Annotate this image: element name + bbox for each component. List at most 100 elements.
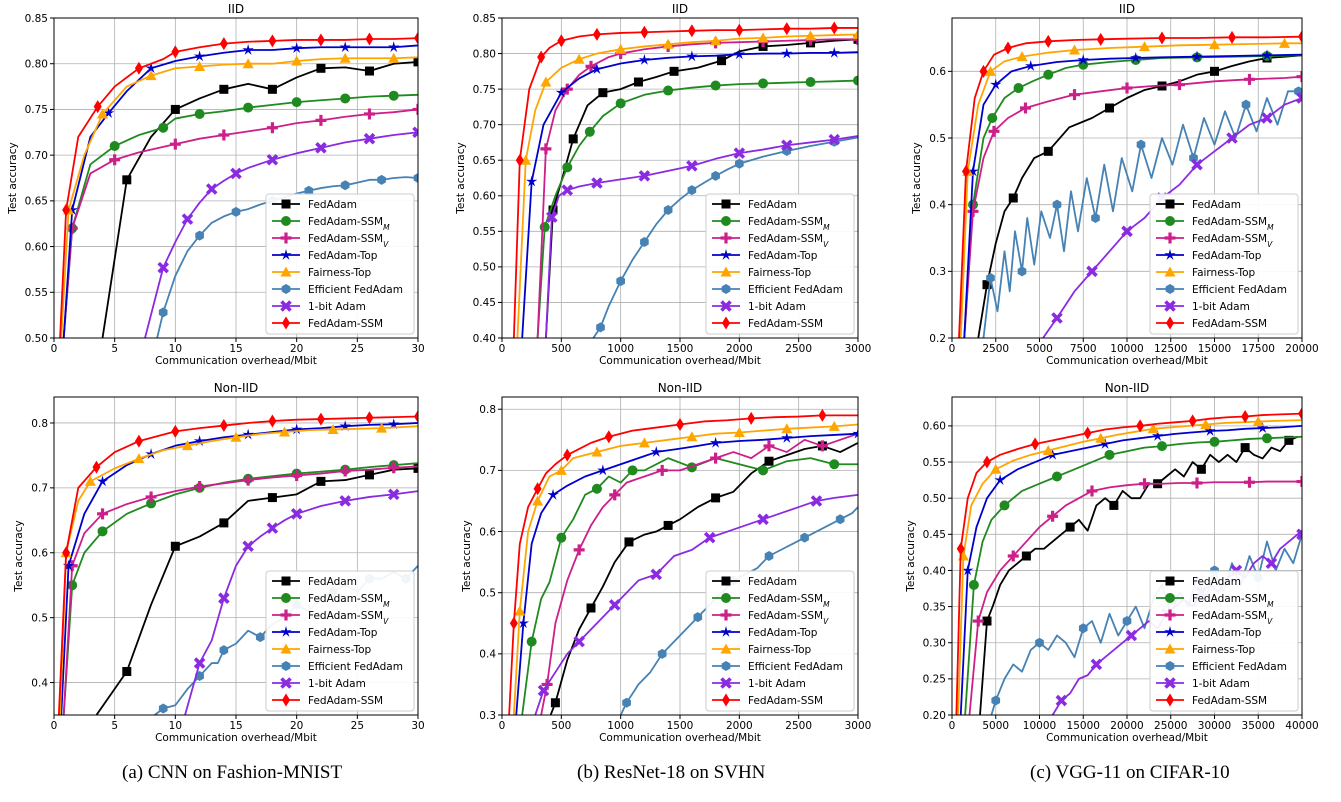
data-point-1-bit-adam: [290, 508, 303, 520]
data-point-fedadam-ssm-m: [340, 93, 351, 104]
legend-subscript: M: [1267, 222, 1274, 231]
x-tick-label: 10000: [1110, 343, 1143, 355]
legend-label: FedAdam-SSMV: [748, 610, 829, 626]
legend-box: [265, 193, 415, 335]
data-point-fedadam-ssm-v: [1069, 89, 1080, 101]
y-tick-label: 0.50: [923, 493, 946, 505]
series-line-fedadam-ssm-v: [963, 75, 1302, 338]
plot-frame: [501, 396, 859, 716]
chart-panel-3: 0 2500 5000 7500 10000 12500 15000 17500 20000 0.…: [911, 2, 1319, 367]
legend-label: Efficient FedAdam: [1192, 284, 1287, 296]
y-tick-label: 0.70: [473, 119, 496, 131]
data-point-fedadam-top: [781, 47, 793, 59]
plot-frame: [951, 17, 1303, 339]
data-point-fedadam-ssm: [268, 34, 277, 48]
data-point-fedadam-ssm: [62, 546, 71, 560]
y-tick-label: 0.65: [25, 196, 48, 208]
data-point-efficient-fedadam: [616, 276, 625, 287]
data-point-fedadam-top: [650, 446, 662, 457]
x-tick-label: 5000: [1026, 343, 1053, 355]
data-point-1-bit-adam: [230, 167, 242, 180]
data-point-fedadam-ssm-m: [1052, 471, 1062, 482]
legend-label: FedAdam-SSMV: [308, 610, 389, 626]
data-point-fedadam-ssm-v: [169, 138, 181, 150]
y-tick-label: 0.20: [923, 710, 946, 722]
data-point-fedadam-ssm-m: [243, 102, 254, 113]
legend-box: [1149, 570, 1299, 712]
plot-frame: [53, 17, 419, 339]
data-point-fedadam-ssm-m: [758, 78, 769, 89]
data-point-fedadam-ssm-v: [363, 108, 375, 120]
y-axis-label: Test accuracy: [905, 520, 917, 592]
series-line-fedadam-top: [62, 44, 418, 338]
data-point-fedadam-ssm-m: [291, 97, 302, 108]
data-point-fedadam-ssm-v: [1020, 102, 1031, 114]
data-point-fedadam-ssm: [956, 542, 965, 556]
data-point-fedadam-ssm-v: [1296, 71, 1302, 83]
chart-title: Non-IID: [658, 381, 703, 395]
data-point-efficient-fedadam: [835, 514, 845, 525]
data-point-fairness-top: [757, 32, 769, 43]
data-point-fedadam: [1043, 146, 1053, 156]
data-point-fedadam-ssm-v: [1244, 73, 1255, 85]
legend-marker-x: [1164, 300, 1176, 312]
data-point-fairness-top: [710, 35, 722, 46]
legend-label: FedAdam-SSMM: [1192, 593, 1274, 609]
legend-subscript: M: [1267, 599, 1274, 608]
data-point-fedadam-ssm-m: [1262, 433, 1272, 444]
data-point-efficient-fedadam: [596, 322, 605, 333]
data-point-fedadam-top: [1204, 424, 1216, 436]
y-tick-label: 0.55: [25, 287, 48, 299]
y-tick-label: 0.5: [479, 587, 496, 599]
data-point-1-bit-adam: [181, 213, 194, 225]
y-tick-label: 0.70: [25, 150, 48, 162]
legend-label: 1-bit Adam: [748, 301, 806, 313]
data-point-fedadam-ssm: [1158, 31, 1166, 45]
legend-label: FedAdam-Top: [1192, 627, 1262, 639]
data-point-1-bit-adam: [650, 568, 663, 581]
legend-label: Fairness-Top: [308, 267, 371, 279]
data-point-fedadam-top: [709, 436, 722, 448]
y-tick-label: 0.5: [929, 133, 946, 145]
data-point-efficient-fedadam: [1035, 637, 1044, 648]
legend-subscript: M: [383, 599, 390, 608]
data-point-fedadam-ssm-m: [158, 122, 169, 133]
legend-marker-plus: [1164, 232, 1176, 244]
x-tick-label: 15: [229, 720, 242, 732]
data-point-fedadam-ssm-v: [540, 143, 552, 155]
data-point-efficient-fedadam: [377, 174, 386, 185]
data-point-1-bit-adam: [1296, 528, 1302, 541]
y-axis-label: Test accuracy: [461, 520, 473, 592]
data-point-fedadam-ssm: [1044, 34, 1053, 48]
series-line-fedadam-ssm-m: [62, 93, 418, 338]
series-line-fedadam-ssm-v: [968, 480, 1302, 715]
data-point-fedadam: [1021, 551, 1031, 561]
legend-marker-diamond: [282, 316, 290, 330]
data-point-fedadam-ssm-m: [805, 77, 816, 87]
x-tick-label: 5: [111, 343, 118, 355]
data-point-1-bit-adam: [810, 495, 823, 507]
data-point-efficient-fedadam: [735, 158, 744, 169]
data-point-efficient-fedadam: [219, 645, 229, 656]
legend-marker-square: [281, 576, 291, 586]
chart-title: IID: [672, 2, 688, 16]
x-tick-label: 30000: [1198, 720, 1231, 732]
data-point-fairness-top: [540, 76, 552, 87]
legend-marker-diamond: [722, 693, 730, 707]
data-point-fedadam: [267, 493, 277, 503]
y-tick-label: 0.55: [923, 457, 946, 469]
data-point-fairness-top: [194, 60, 206, 71]
data-point-fedadam-ssm-v: [852, 33, 858, 45]
chart-panel-5: 0 500 1000 1500 2000 2500 3000 0.3 0.4 0.5 0.6 0.7 0…: [461, 381, 871, 744]
x-tick-label: 0: [949, 720, 956, 732]
data-point-fedadam-ssm-v: [291, 470, 303, 482]
legend-marker-star: [720, 626, 732, 637]
x-tick-label: 40000: [1285, 720, 1318, 732]
legend: FedAdamFedAdam-SSMMFedAdam-SSMVFedAdam-T…: [1149, 193, 1299, 335]
legend-label: Fairness-Top: [748, 644, 811, 656]
data-point-fedadam-top: [525, 175, 538, 187]
data-point-fedadam-ssm: [818, 408, 827, 422]
data-point-fedadam-ssm: [515, 153, 524, 167]
data-point-fedadam-ssm-v: [194, 481, 206, 493]
data-point-efficient-fedadam: [1052, 199, 1062, 210]
